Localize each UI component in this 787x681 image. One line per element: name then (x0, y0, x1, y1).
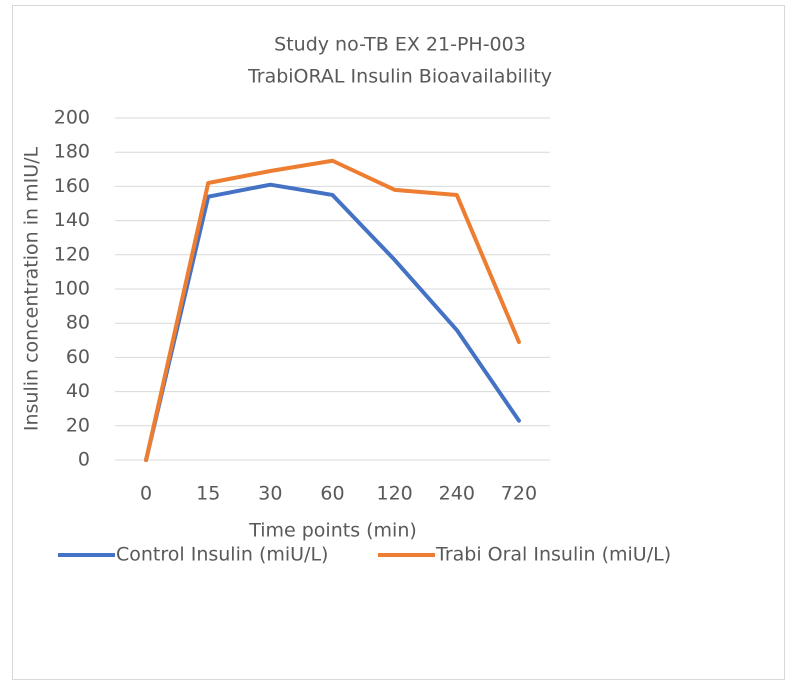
y-tick-label: 180 (54, 141, 90, 163)
y-tick-label: 20 (66, 414, 90, 436)
y-tick-label: 0 (78, 449, 90, 471)
x-tick-label: 120 (377, 483, 413, 505)
y-tick-label: 200 (54, 107, 90, 129)
series-line (144, 182, 521, 462)
chart-subtitle: TrabiORAL Insulin Bioavailability (247, 66, 552, 88)
y-tick-label: 100 (54, 278, 90, 300)
chart-border (12, 5, 785, 680)
legend-label: Control Insulin (miU/L) (116, 544, 328, 566)
chart-title: Study no-TB EX 21-PH-003 (274, 34, 526, 56)
y-tick-label: 160 (54, 175, 90, 197)
series-line (144, 158, 521, 462)
y-tick-label: 40 (66, 380, 90, 402)
x-tick-label: 240 (439, 483, 475, 505)
y-axis-label: Insulin concentration in mIU/L (21, 146, 43, 431)
y-tick-label: 60 (66, 346, 90, 368)
legend-label: Trabi Oral Insulin (miU/L) (435, 544, 671, 566)
x-tick-label: 60 (320, 483, 344, 505)
y-tick-label: 80 (66, 312, 90, 334)
x-tick-label: 0 (140, 483, 152, 505)
y-tick-label: 120 (54, 243, 90, 265)
x-tick-label: 720 (501, 483, 537, 505)
x-tick-label: 30 (258, 483, 282, 505)
x-axis-label: Time points (min) (248, 520, 417, 542)
y-tick-label: 140 (54, 209, 90, 231)
x-tick-label: 15 (196, 483, 220, 505)
